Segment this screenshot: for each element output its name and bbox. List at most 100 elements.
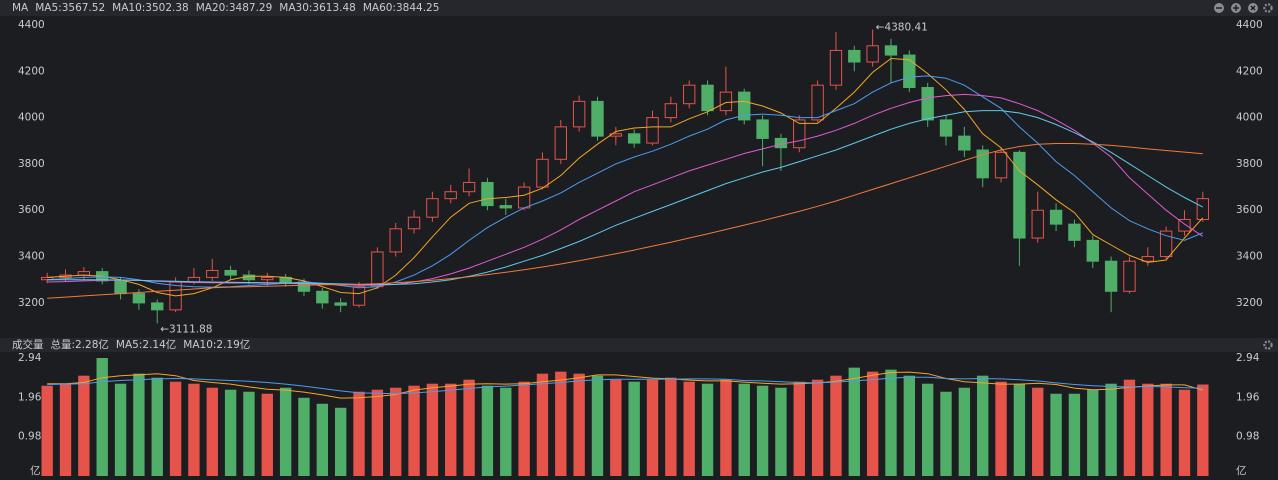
candle-body — [1049, 209, 1063, 225]
ma-line — [47, 143, 1203, 299]
volume-bar — [811, 379, 824, 476]
candle-body — [114, 280, 127, 295]
ma-line — [47, 75, 1203, 289]
volume-bar — [1105, 383, 1117, 476]
volume-bar — [536, 373, 549, 476]
candle-body — [1159, 230, 1173, 258]
low-annotation: ←3111.88 — [160, 323, 212, 335]
volume-bar — [628, 381, 640, 476]
y-tick-label: 3600 — [18, 204, 45, 216]
zoom-out-button[interactable] — [1214, 3, 1224, 13]
volume-bar — [940, 391, 952, 476]
volume-bar — [518, 381, 530, 476]
candle-body — [554, 126, 567, 160]
y2-tick-label: 1.96 — [1236, 391, 1260, 403]
ma-line — [47, 57, 1204, 297]
volume-bar — [408, 385, 420, 476]
candle-body — [481, 181, 494, 207]
y2-tick-label: 3400 — [1236, 251, 1263, 263]
volume-bar — [775, 387, 787, 476]
legend-entry: MA60:3844.25 — [363, 2, 440, 14]
candle-body — [829, 49, 843, 86]
volume-bar — [683, 381, 695, 476]
volume-bar — [390, 387, 402, 476]
high-annotation: ←4380.41 — [876, 21, 928, 33]
volume-bar — [1087, 389, 1099, 476]
volume-bar — [114, 383, 127, 476]
legend-entry: MA10:3502.38 — [112, 2, 189, 14]
candle-body — [1196, 198, 1210, 221]
candle-body — [1013, 151, 1026, 239]
volume-bar — [1068, 393, 1081, 476]
candle-body — [261, 276, 274, 281]
candle-body — [1123, 260, 1136, 292]
candle-body — [334, 302, 347, 306]
candle-body — [994, 151, 1008, 179]
candle-body — [499, 205, 512, 209]
volume-bar — [481, 385, 494, 476]
volume-bar — [1032, 387, 1044, 476]
candle-body — [701, 84, 714, 112]
volume-bar — [995, 381, 1007, 476]
candle-body — [866, 45, 879, 63]
y-tick-label: 4200 — [18, 65, 45, 77]
volume-bar — [1160, 383, 1172, 476]
ma-line — [47, 110, 1204, 286]
candle-body — [627, 133, 641, 144]
close-button[interactable] — [1248, 3, 1258, 13]
y2-tick-label: 3800 — [1236, 158, 1263, 170]
volume-bar — [371, 389, 384, 476]
volume-bar — [1050, 393, 1062, 476]
candle-body — [536, 158, 549, 188]
candle-body — [206, 269, 219, 278]
candle-body — [848, 49, 861, 63]
volume-bar — [885, 369, 897, 476]
candle-body — [77, 271, 91, 276]
volume-bar — [206, 387, 218, 476]
candle-body — [884, 45, 898, 56]
volume-header — [0, 338, 1278, 352]
candle-body — [132, 293, 146, 304]
volume-bar — [591, 375, 604, 476]
volume-bar — [793, 381, 805, 476]
candle-body — [939, 119, 953, 137]
legend-entry: MA5:3567.52 — [35, 2, 105, 14]
candle-body — [738, 91, 751, 121]
settings-button[interactable] — [1263, 3, 1273, 13]
price-header — [0, 0, 1278, 16]
volume-bar — [224, 389, 237, 476]
ma-line — [47, 376, 1203, 395]
candle-body — [793, 119, 806, 149]
volume-bar — [903, 375, 916, 476]
candle-body — [316, 290, 329, 304]
volume-bar — [977, 375, 989, 476]
legend-title: MA — [12, 2, 29, 14]
candle-body — [1141, 256, 1154, 262]
candle-body — [683, 84, 696, 105]
volume-bar — [188, 383, 200, 476]
unit-label: 亿 — [30, 464, 41, 477]
candle-body — [719, 91, 733, 112]
volume-bar — [573, 373, 585, 476]
zoom-in-button[interactable] — [1231, 3, 1241, 13]
candle-body — [1031, 209, 1044, 239]
candle-body — [921, 86, 934, 121]
volume-settings-button[interactable] — [1263, 340, 1273, 350]
candle-body — [1086, 239, 1099, 262]
candle-body — [1068, 223, 1081, 241]
candle-body — [572, 100, 586, 128]
volume-bar — [41, 385, 53, 476]
legend-entry: MA20:3487.29 — [196, 2, 273, 14]
volume-bar — [1197, 384, 1209, 476]
candle-body — [224, 269, 237, 276]
candle-body — [976, 149, 989, 179]
ma-line — [47, 371, 1203, 399]
volume-bar — [151, 377, 163, 476]
volume-bar — [96, 358, 108, 476]
volume-bar — [1123, 379, 1136, 476]
volume-bar — [316, 403, 329, 476]
candle-body — [958, 135, 971, 151]
candle-body — [903, 54, 916, 88]
legend-entry: MA5:2.14亿 — [116, 338, 176, 351]
